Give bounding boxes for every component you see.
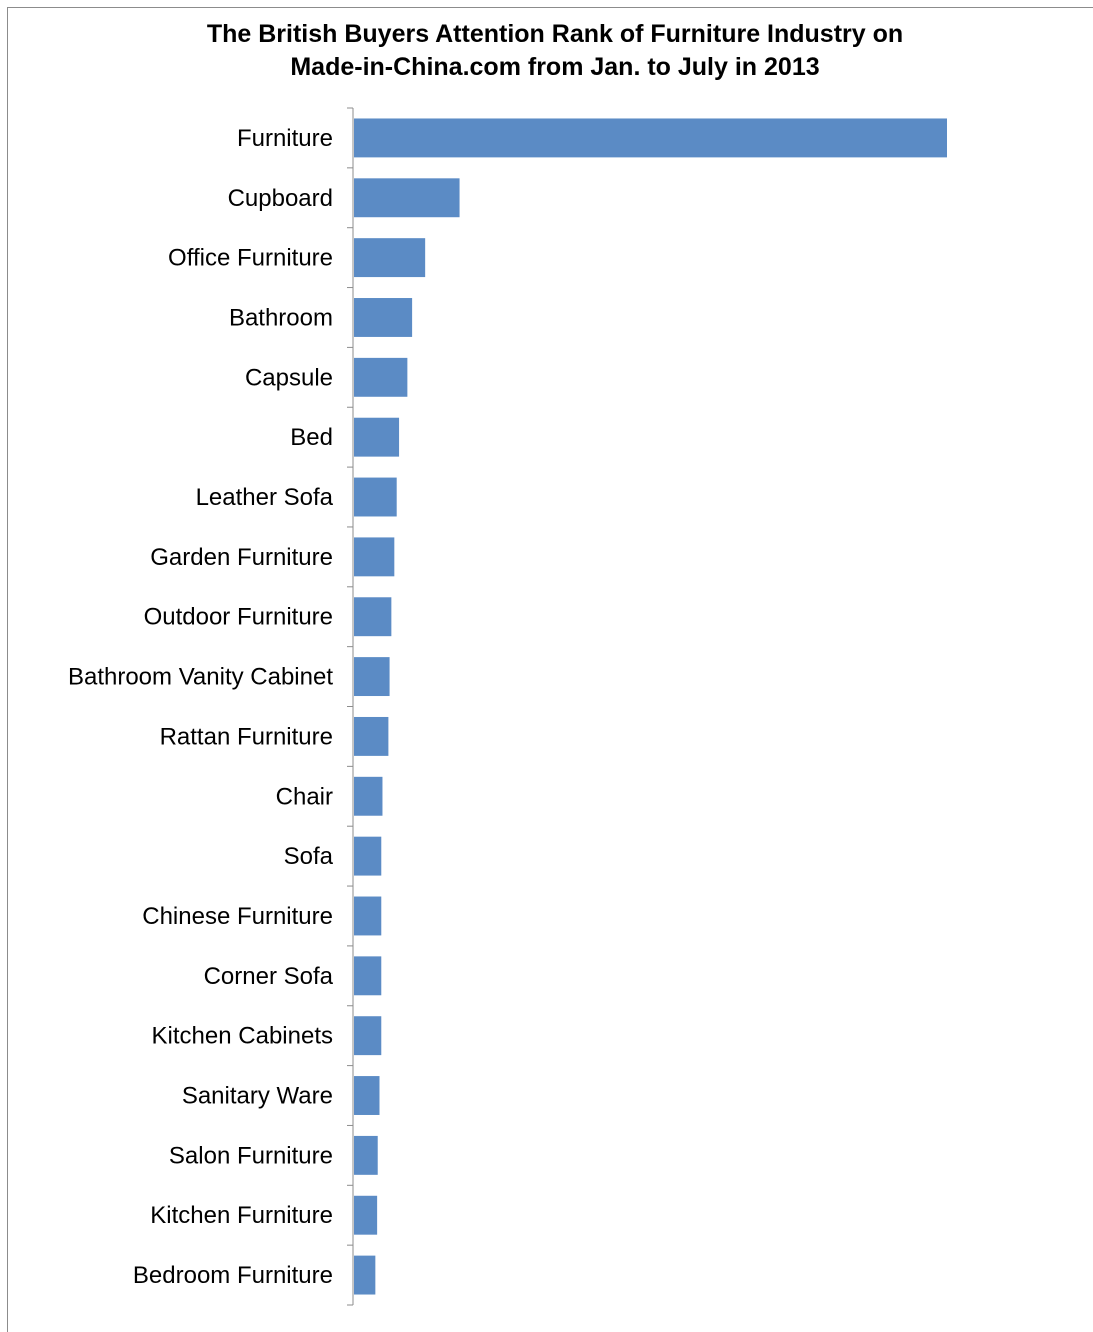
bar: [354, 178, 460, 218]
bar: [354, 477, 397, 517]
bar: [354, 1135, 378, 1175]
category-label: Kitchen Cabinets: [152, 1023, 333, 1050]
bar: [354, 537, 395, 577]
category-label: Furniture: [237, 125, 333, 152]
bar: [354, 776, 383, 816]
bar: [354, 1195, 378, 1235]
bar: [354, 1255, 376, 1295]
category-label: Chinese Furniture: [142, 903, 333, 930]
category-label: Office Furniture: [168, 245, 333, 272]
category-label: Bed: [290, 424, 333, 451]
category-label: Garden Furniture: [150, 544, 333, 571]
category-label: Corner Sofa: [204, 963, 334, 990]
category-label: Bathroom: [229, 304, 333, 331]
category-label: Cupboard: [228, 185, 333, 212]
category-label: Leather Sofa: [196, 484, 334, 511]
category-label: Chair: [276, 783, 333, 810]
bar: [354, 298, 413, 337]
bar: [354, 597, 392, 637]
bar: [354, 836, 382, 876]
chart-title: The British Buyers Attention Rank of Fur…: [60, 18, 1050, 84]
category-label: Rattan Furniture: [160, 723, 333, 750]
category-label: Bedroom Furniture: [133, 1262, 333, 1289]
bar: [354, 657, 390, 697]
bar: [354, 238, 426, 278]
category-label: Outdoor Furniture: [144, 604, 333, 631]
category-label: Capsule: [245, 364, 333, 391]
bar: [354, 417, 400, 457]
category-label: Sanitary Ware: [182, 1083, 333, 1110]
bar: [354, 956, 382, 996]
category-label: Kitchen Furniture: [150, 1202, 333, 1229]
chart-title-line-2: Made-in-China.com from Jan. to July in 2…: [290, 53, 820, 81]
bar: [354, 1076, 380, 1115]
chart-title-line-1: The British Buyers Attention Rank of Fur…: [206, 20, 904, 48]
bar: [354, 118, 947, 158]
category-label: Salon Furniture: [169, 1142, 333, 1169]
bar: [354, 357, 408, 397]
bar: [354, 1016, 382, 1056]
bar: [354, 716, 389, 756]
chart-frame: [7, 7, 1093, 1332]
category-label: Sofa: [284, 843, 334, 870]
category-label: Bathroom Vanity Cabinet: [68, 664, 333, 691]
bar: [354, 896, 382, 936]
